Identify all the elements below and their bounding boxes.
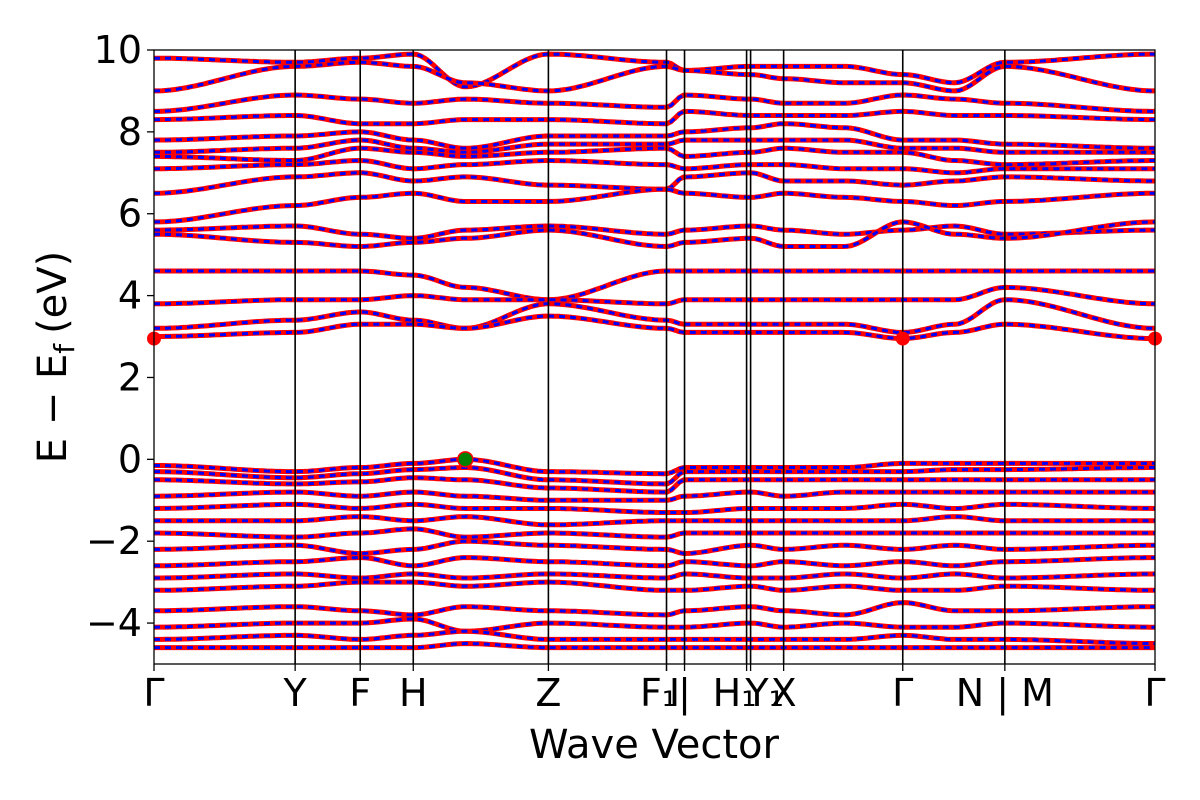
- band-spin-down-10: [154, 224, 1155, 240]
- x-tick-label-9: Y₁: [744, 671, 783, 715]
- cbm-marker-1: [895, 331, 910, 346]
- x-tick-label-6: I: [669, 671, 680, 715]
- band-spin-down-4: [153, 122, 1155, 150]
- band-spin-down-9: [154, 187, 1155, 224]
- y-axis-title: E − Ef (eV): [30, 251, 81, 464]
- x-tick-label-2: F: [349, 671, 371, 715]
- band-spin-down-22: [154, 527, 1155, 539]
- y-axis-title-subscript: f: [48, 343, 81, 354]
- y-tick-label-4: 2: [118, 355, 142, 399]
- x-tick-label-0: Γ: [143, 671, 164, 715]
- x-tick-label-13: Γ: [1144, 671, 1165, 715]
- y-axis-title-main: E − E: [30, 354, 76, 464]
- x-tick-label-11: Γ: [892, 671, 913, 715]
- band-spin-down-13: [154, 285, 1156, 306]
- band-spin-down-19: [154, 490, 1155, 502]
- y-tick-label-7: −4: [86, 601, 142, 645]
- x-tick-label-12: N | M: [956, 671, 1054, 716]
- band-spin-down-7: [154, 158, 1155, 175]
- x-axis-title: Wave Vector: [529, 722, 780, 768]
- y-tick-label-3: 4: [118, 274, 142, 318]
- band-spin-down-30: [154, 641, 1155, 650]
- x-tick-label-8: H₁: [713, 671, 757, 715]
- band-spin-down-5: [154, 138, 1155, 154]
- band-spin-down-26: [154, 580, 1155, 592]
- x-tick-label-5: F₁: [640, 671, 677, 715]
- vbm-marker: [457, 451, 474, 468]
- band-spin-down-0: [154, 52, 1155, 89]
- plot-frame: [153, 49, 1156, 665]
- x-tick-label-4: Z: [535, 671, 561, 715]
- band-spin-down-29: [154, 629, 1155, 645]
- x-tick-label-10: X: [771, 671, 797, 715]
- bands-layer: [153, 51, 1156, 651]
- band-spin-down-23: [154, 539, 1155, 556]
- x-tick-label-1: Y: [283, 671, 308, 715]
- band-spin-down-8: [153, 171, 1155, 195]
- band-edge-markers: [147, 331, 1162, 468]
- band-spin-down-6: [154, 146, 1155, 167]
- y-tick-label-1: 8: [118, 110, 142, 154]
- x-tick-label-7: |: [678, 671, 691, 716]
- band-spin-down-12: [154, 269, 1155, 302]
- band-spin-down-3: [154, 109, 1155, 126]
- high-symmetry-lines: [294, 50, 1006, 664]
- band-spin-down-11: [154, 220, 1156, 249]
- x-tick-label-3: H: [399, 671, 428, 715]
- band-spin-down-2: [154, 93, 1155, 113]
- band-spin-down-28: [153, 617, 1155, 633]
- y-tick-label-0: 10: [94, 28, 142, 72]
- band-spin-down-16: [154, 457, 1155, 476]
- band-spin-down-1: [154, 60, 1155, 93]
- band-spin-down-21: [154, 515, 1155, 527]
- y-axis-ticks: 10 8 6 4 2 0 −2 −4: [86, 28, 154, 645]
- y-tick-label-6: −2: [86, 519, 142, 563]
- band-spin-down-18: [154, 476, 1155, 494]
- band-spin-down-17: [154, 466, 1155, 486]
- band-spin-down-24: [153, 556, 1155, 568]
- band-spin-down-25: [154, 572, 1156, 580]
- y-tick-label-2: 6: [118, 192, 142, 236]
- band-spin-down-15: [154, 314, 1156, 341]
- y-axis-title-unit: (eV): [30, 251, 76, 334]
- band-spin-down-27: [154, 601, 1155, 617]
- band-spin-down-20: [153, 502, 1156, 514]
- band-spin-down-14: [154, 298, 1155, 334]
- y-tick-label-5: 0: [118, 437, 142, 481]
